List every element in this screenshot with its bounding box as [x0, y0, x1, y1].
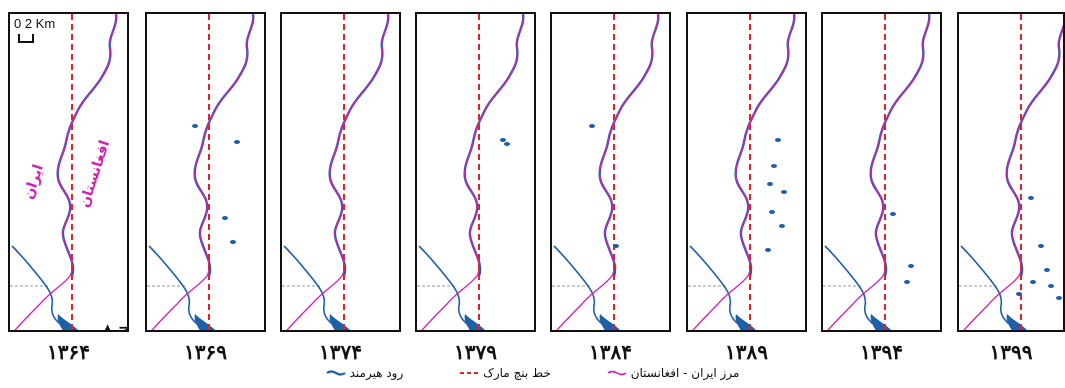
river-mouth — [464, 314, 485, 330]
helmand-river — [193, 14, 255, 277]
north-arrow-icon: ➤ N — [99, 324, 127, 332]
river-branch — [689, 245, 747, 330]
year-label: ۱۳۷۴ — [319, 340, 362, 364]
map-panel-1394 — [821, 12, 942, 332]
water-patch — [904, 280, 910, 284]
helmand-river — [463, 14, 525, 277]
year-label: ۱۳۸۴ — [589, 340, 632, 364]
helmand-river — [1005, 24, 1063, 277]
iran-afghanistan-border — [556, 14, 659, 330]
water-patch — [771, 164, 777, 168]
iran-afghanistan-border — [14, 14, 117, 330]
water-patch — [500, 138, 506, 142]
iran-afghanistan-border — [692, 14, 795, 330]
map-svg — [10, 14, 118, 330]
water-patch — [192, 124, 198, 128]
water-patch — [781, 190, 787, 194]
water-patch — [1030, 280, 1036, 284]
water-patch — [765, 248, 771, 252]
map-svg — [959, 14, 1063, 330]
year-label: ۱۳۶۴ — [47, 340, 90, 364]
water-patch — [613, 244, 619, 248]
water-patch — [769, 210, 775, 214]
water-patch — [1044, 268, 1050, 272]
legend-benchmark: خط بنچ مارک — [459, 366, 551, 380]
water-patch — [890, 212, 896, 216]
river-mouth — [329, 314, 350, 330]
benchmark-line-icon — [460, 372, 479, 374]
map-svg — [552, 14, 660, 330]
scale-bar-line — [18, 34, 34, 43]
river-branch — [283, 245, 341, 330]
map-svg — [688, 14, 796, 330]
water-patch — [504, 142, 510, 146]
map-svg — [147, 14, 255, 330]
scale-bar-label: 0 2 Km — [14, 16, 56, 31]
map-svg — [282, 14, 390, 330]
border-line-icon — [607, 370, 627, 376]
river-branch — [11, 245, 69, 330]
map-panel-1379 — [415, 12, 536, 332]
year-label: ۱۳۷۹ — [454, 340, 497, 364]
helmand-river — [869, 14, 931, 277]
map-panel-1389 — [686, 12, 807, 332]
map-svg — [417, 14, 525, 330]
legend-benchmark-label: خط بنچ مارک — [483, 366, 551, 380]
water-patch — [767, 182, 773, 186]
water-patch — [908, 264, 914, 268]
map-panel-1374 — [280, 12, 401, 332]
year-label: ۱۳۶۹ — [184, 340, 227, 364]
water-patch — [1038, 244, 1044, 248]
legend-border: مرز ایران - افغانستان — [607, 366, 740, 380]
river-line-icon — [325, 370, 346, 376]
iran-afghanistan-border — [827, 14, 930, 330]
helmand-river — [328, 14, 390, 277]
map-panel-1369 — [145, 12, 266, 332]
iran-afghanistan-border — [963, 26, 1063, 330]
map-panel-1399 — [957, 12, 1065, 332]
scale-bar: 0 2 Km — [14, 16, 56, 43]
river-mouth — [1006, 314, 1027, 330]
year-label: ۱۳۹۴ — [860, 340, 903, 364]
helmand-river — [734, 14, 796, 277]
water-patch — [779, 224, 785, 228]
legend: مرز ایران - افغانستان خط بنچ مارک رود هی… — [0, 366, 1065, 386]
river-mouth — [599, 314, 620, 330]
water-patch — [230, 240, 236, 244]
river-mouth — [735, 314, 756, 330]
iran-afghanistan-border — [286, 14, 389, 330]
legend-river-label: رود هیرمند — [349, 366, 404, 380]
year-label: ۱۳۹۹ — [989, 340, 1033, 364]
river-branch — [824, 245, 882, 330]
water-patch — [1016, 292, 1022, 296]
river-branch — [418, 245, 476, 330]
water-patch — [1048, 284, 1054, 288]
legend-border-label: مرز ایران - افغانستان — [630, 366, 740, 380]
year-label: ۱۳۸۹ — [725, 340, 768, 364]
water-patch — [1056, 296, 1062, 300]
iran-afghanistan-border — [151, 14, 254, 330]
water-patch — [1028, 196, 1034, 200]
water-patch — [222, 216, 228, 220]
water-patch — [589, 124, 595, 128]
river-branch — [553, 245, 611, 330]
river-mouth — [194, 314, 215, 330]
helmand-river — [598, 14, 660, 277]
river-branch — [148, 245, 206, 330]
legend-river: رود هیرمند — [325, 366, 404, 380]
river-mouth — [870, 314, 891, 330]
iran-afghanistan-border — [421, 14, 524, 330]
water-patch — [775, 138, 781, 142]
map-svg — [823, 14, 931, 330]
river-branch — [960, 245, 1018, 330]
water-patch — [234, 140, 240, 144]
map-panel-1384 — [550, 12, 671, 332]
river-mouth — [57, 314, 78, 330]
